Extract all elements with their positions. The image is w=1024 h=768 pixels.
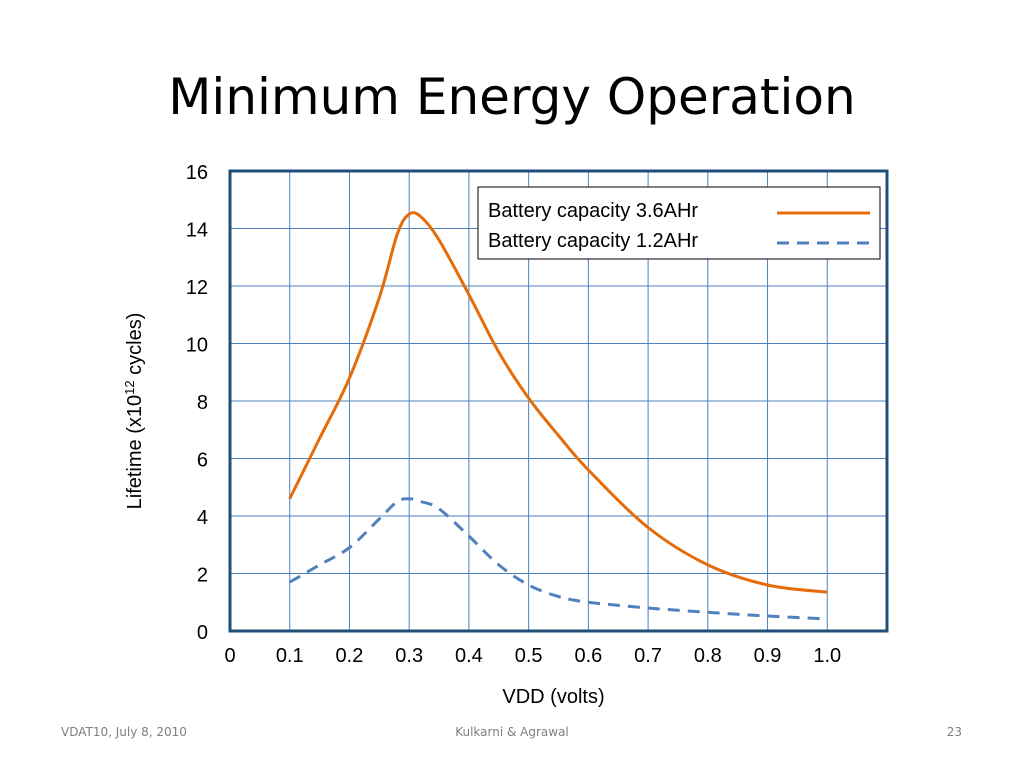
- x-tick-labels: 0 0.1 0.2 0.3 0.4 0.5 0.6 0.7 0.8 0.9 1.0: [224, 645, 841, 667]
- y-tick-label: 12: [186, 277, 208, 299]
- x-tick-label: 0.3: [395, 645, 423, 667]
- y-tick-label: 16: [186, 162, 208, 184]
- y-axis-label-unit: cycles): [124, 313, 146, 381]
- y-tick-label: 4: [197, 507, 208, 529]
- footer-slide-number: 23: [946, 725, 962, 739]
- legend: Battery capacity 3.6AHr Battery capacity …: [477, 186, 881, 260]
- x-tick-label: 0.6: [574, 645, 602, 667]
- y-axis-label: Lifetime (x1012 cycles): [122, 313, 146, 510]
- y-axis-label-main: Lifetime (x10: [124, 395, 146, 510]
- x-tick-label: 0.4: [455, 645, 483, 667]
- y-tick-label: 0: [197, 622, 208, 644]
- legend-label: Battery capacity 3.6AHr: [488, 200, 698, 222]
- x-tick-label: 0: [224, 645, 235, 667]
- series-line-1: [288, 211, 828, 594]
- legend-box: [477, 186, 881, 260]
- x-tick-label: 1.0: [813, 645, 841, 667]
- x-tick-label: 0.7: [634, 645, 662, 667]
- x-tick-label: 0.5: [515, 645, 543, 667]
- y-tick-labels: 0 2 4 6 8 10 12 14 16: [186, 162, 208, 644]
- x-tick-label: 0.1: [276, 645, 304, 667]
- footer-event: VDAT10, July 8, 2010: [61, 725, 187, 739]
- x-axis-label: VDD (volts): [502, 686, 604, 708]
- x-tick-label: 0.2: [336, 645, 364, 667]
- legend-label: Battery capacity 1.2AHr: [488, 230, 698, 252]
- series-line-2: [288, 497, 828, 621]
- series-lines: [288, 211, 828, 621]
- plot-frame: [228, 169, 889, 633]
- y-axis-label-exponent: 12: [122, 380, 137, 394]
- y-tick-label: 2: [197, 565, 208, 587]
- y-tick-label: 6: [197, 450, 208, 472]
- y-tick-label: 10: [186, 335, 208, 357]
- slide-title: Minimum Energy Operation: [168, 68, 856, 126]
- y-tick-label: 14: [186, 220, 208, 242]
- x-tick-label: 0.8: [694, 645, 722, 667]
- footer-authors: Kulkarni & Agrawal: [455, 725, 569, 739]
- x-tick-label: 0.9: [754, 645, 782, 667]
- y-tick-label: 8: [197, 392, 208, 414]
